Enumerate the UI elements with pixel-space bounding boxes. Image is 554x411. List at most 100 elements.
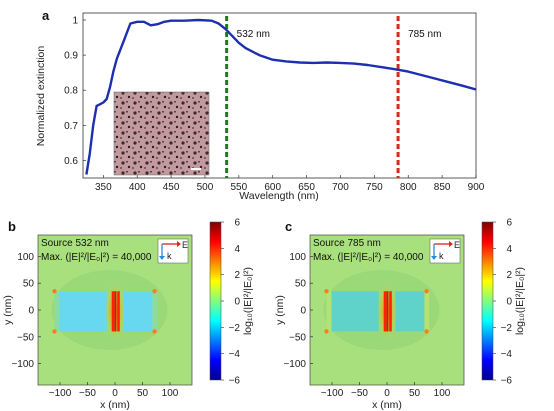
colorbar-tick-label: 2 [506, 270, 512, 281]
right-edge-enhancement [152, 291, 158, 332]
colorbar-tick-label: −4 [229, 349, 241, 360]
wavelength-marker-label: 785 nm [408, 29, 441, 40]
left-nanoparticle [326, 291, 379, 332]
x-tick-label: 850 [434, 182, 451, 193]
x-tick-label: 700 [332, 182, 349, 193]
colorbar [481, 221, 494, 381]
max-enhancement-label: Max. (|E|²/|E₀|²) = 40,000 [41, 252, 152, 263]
colorbar-tick-label: −6 [501, 376, 513, 387]
colorbar-tick-label: −2 [229, 323, 241, 334]
x-tick-label: 500 [197, 182, 214, 193]
left-edge-enhancement [326, 291, 332, 332]
x-axis-label: x (nm) [372, 399, 402, 411]
y-axis-label: Normalized extinction [35, 46, 47, 147]
y-tick-label: −50 [289, 332, 306, 343]
corner-hotspot [52, 329, 57, 334]
x-tick-label: 550 [231, 182, 248, 193]
x-tick-label: 400 [129, 182, 146, 193]
colorbar-tick-label: 0 [506, 297, 512, 308]
y-axis-label: y (nm) [2, 295, 14, 325]
y-axis-label: y (nm) [274, 295, 286, 325]
x-tick-label: 50 [409, 388, 421, 399]
colorbar-tick-label: −6 [229, 376, 241, 387]
x-tick-label: 800 [400, 182, 417, 193]
x-tick-label: 900 [468, 182, 485, 193]
x-tick-label: 0 [384, 388, 390, 399]
plot-frame [82, 12, 477, 179]
y-tick-label: 100 [17, 252, 34, 263]
colorbar-label: log₁₀(|E|²/|E₀|²) [514, 267, 526, 335]
y-tick-label: 0.9 [64, 51, 78, 62]
e-field-arrowhead [449, 241, 453, 247]
y-tick-label: 0 [300, 306, 306, 317]
y-tick-label: 100 [289, 252, 306, 263]
x-tick-label: 100 [162, 388, 179, 399]
x-tick-label: 750 [366, 182, 383, 193]
e-field-arrowhead [177, 241, 181, 247]
k-vector-label: k [167, 251, 172, 261]
x-tick-label: 350 [95, 182, 112, 193]
y-tick-label: 50 [295, 279, 307, 290]
gap-core [114, 291, 117, 332]
k-vector-label: k [439, 251, 444, 261]
x-tick-label: −50 [79, 388, 96, 399]
extinction-chart: 350 400 450 500 550 600 650 700 750 800 850 900 0.6 0… [35, 12, 485, 202]
colorbar-label: log₁₀(|E|²/|E₀|²) [242, 267, 254, 335]
gap-hotspot-left [111, 291, 115, 332]
k-vector-arrowhead [159, 256, 165, 260]
corner-hotspot [324, 329, 329, 334]
colorbar-tick-label: 0 [234, 297, 240, 308]
e-field-label: E [454, 240, 460, 250]
sem-inset-image [113, 91, 210, 176]
colorbar-tick-label: 6 [234, 218, 240, 229]
gap-hotspot-left [383, 291, 387, 332]
x-tick-label: 600 [264, 182, 281, 193]
polarization-box [429, 238, 461, 264]
x-tick-label: −50 [351, 388, 368, 399]
right-nanoparticle [123, 291, 155, 332]
wavelength-marker-label: 532 nm [237, 29, 270, 40]
colorbar [209, 221, 222, 381]
y-tick-label: −100 [11, 359, 34, 370]
y-tick-label: −50 [17, 332, 34, 343]
corner-hotspot [152, 329, 157, 334]
gap-hotspot-right [389, 291, 392, 332]
panel-c-label: c [285, 219, 292, 234]
panel-a-label: a [42, 8, 50, 23]
colorbar-tick-label: 4 [234, 244, 240, 255]
left-nanoparticle [54, 291, 107, 332]
x-tick-label: 650 [298, 182, 315, 193]
field-map-785: Source 785 nm Max. (|E|²/|E₀|²) = 40,000 E… [274, 218, 526, 411]
colorbar-tick-label: −2 [501, 323, 513, 334]
x-tick-label: 0 [112, 388, 118, 399]
field-map-532: Source 532 nm Max. (|E|²/|E₀|²) = 40,000 E… [2, 218, 254, 411]
right-edge-enhancement [424, 291, 430, 332]
source-label: Source 785 nm [313, 238, 381, 249]
y-tick-label: 1 [72, 16, 78, 27]
corner-hotspot [424, 329, 429, 334]
colorbar-tick-label: 2 [234, 270, 240, 281]
y-tick-label: 0.7 [64, 121, 78, 132]
y-tick-label: 50 [23, 279, 35, 290]
extinction-line [85, 18, 477, 175]
colorbar-tick-label: 6 [506, 218, 512, 229]
corner-hotspot [52, 289, 57, 294]
k-vector-arrowhead [431, 256, 437, 260]
right-nanoparticle [395, 291, 427, 332]
x-axis-label: x (nm) [100, 399, 130, 411]
y-tick-label: 0 [28, 306, 34, 317]
x-tick-label: −100 [321, 388, 344, 399]
polarization-box [157, 238, 189, 264]
e-field-label: E [182, 240, 188, 250]
x-tick-label: 50 [137, 388, 149, 399]
colorbar-tick-label: −4 [501, 349, 513, 360]
source-label: Source 532 nm [41, 238, 109, 249]
corner-hotspot [152, 289, 157, 294]
corner-hotspot [324, 289, 329, 294]
x-tick-label: 100 [434, 388, 451, 399]
inset-scale-bar [191, 168, 201, 170]
x-tick-label: −100 [49, 388, 72, 399]
y-tick-label: −100 [283, 359, 306, 370]
gap-hotspot-right [117, 291, 120, 332]
